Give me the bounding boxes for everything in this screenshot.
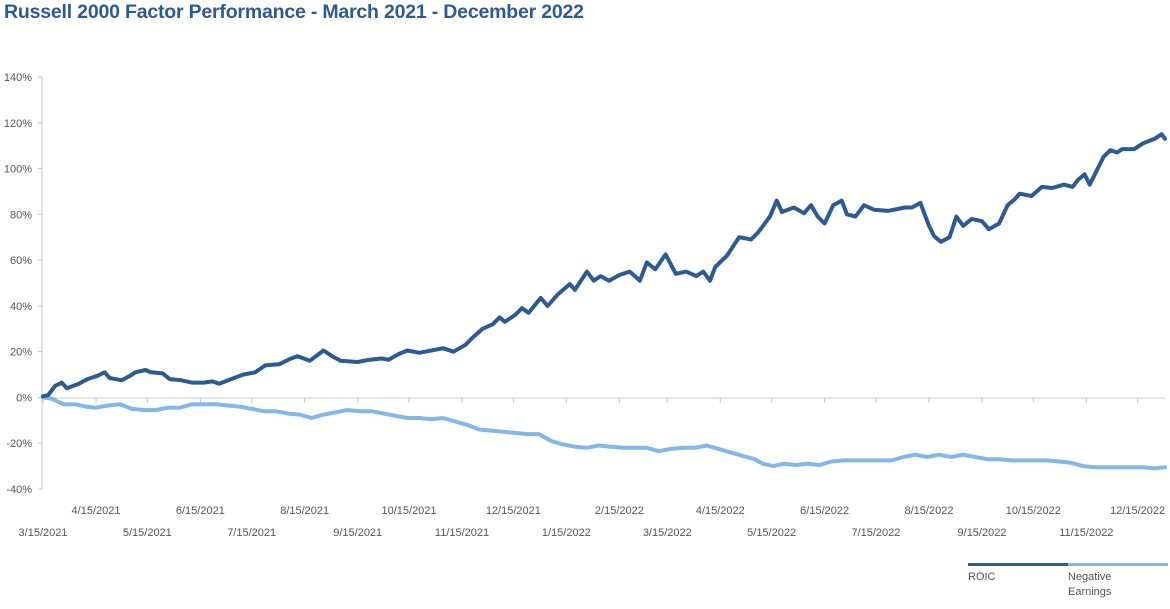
y-tick-label: 0%: [16, 392, 32, 404]
y-tick-label: -20%: [6, 438, 32, 450]
x-tick-label: 9/15/2021: [333, 527, 382, 539]
roic-series-line: [41, 132, 1167, 399]
x-tick-label: 7/15/2021: [227, 527, 276, 539]
legend-swatch-negative-earnings: [1068, 563, 1168, 566]
x-tick-label: 3/15/2021: [19, 527, 68, 539]
y-tick-label: 40%: [10, 301, 32, 313]
negative-earnings-series-line: [41, 395, 1167, 471]
series-layer: [41, 132, 1167, 471]
x-tick-label: 6/15/2022: [800, 505, 849, 517]
legend-label-roic: ROIC: [968, 571, 996, 583]
y-tick-label: 20%: [10, 347, 32, 359]
y-tick-label: 80%: [10, 209, 32, 221]
legend: ROIC Negative Earnings: [968, 563, 1168, 598]
x-tick-label: 8/15/2022: [905, 505, 954, 517]
x-tick-label: 5/15/2021: [123, 527, 172, 539]
x-tick-label: 3/15/2022: [643, 527, 692, 539]
y-tick-label: 60%: [10, 255, 32, 267]
x-tick-label: 11/15/2021: [435, 527, 489, 539]
legend-label-negative-earnings: Negative Earnings: [1068, 571, 1112, 598]
chart-title: Russell 2000 Factor Performance - March …: [4, 1, 584, 23]
x-tick-label: 2/15/2022: [595, 505, 644, 517]
x-tick-label: 1/15/2022: [542, 527, 591, 539]
x-tick-label: 5/15/2022: [747, 527, 796, 539]
x-tick-label: 10/15/2022: [1006, 505, 1061, 517]
x-tick-label: 11/15/2022: [1059, 527, 1113, 539]
y-tick-label: 120%: [4, 118, 32, 130]
x-tick-label: 8/15/2021: [280, 505, 329, 517]
x-tick-label: 6/15/2021: [176, 505, 225, 517]
x-tick-label: 10/15/2021: [381, 505, 436, 517]
legend-swatch-roic: [968, 563, 1068, 566]
y-tick-label: 100%: [4, 164, 32, 176]
y-axis: 140% 120% 100% 80% 60% 40% 20% 0% -20% -40%: [4, 72, 43, 496]
x-tick-label: 7/15/2022: [851, 527, 900, 539]
x-tick-label: 4/15/2021: [72, 505, 121, 517]
y-tick-label: -40%: [6, 484, 32, 496]
y-tick-label: 140%: [4, 72, 32, 84]
x-tick-label: 12/15/2021: [486, 505, 541, 517]
x-axis: 3/15/20214/15/20215/15/20216/15/20217/15…: [19, 397, 1165, 539]
x-tick-label: 9/15/2022: [958, 527, 1007, 539]
x-tick-label: 12/15/2022: [1110, 505, 1165, 517]
x-tick-label: 4/15/2022: [696, 505, 745, 517]
